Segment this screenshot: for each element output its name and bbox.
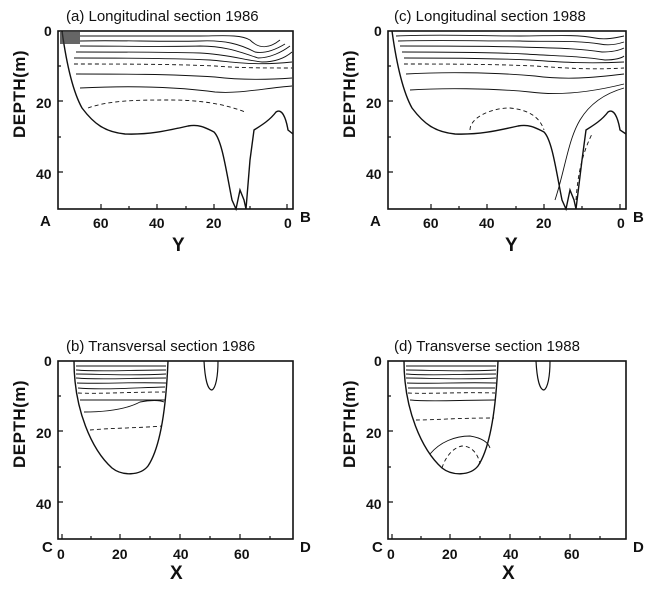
panel-b-title: (b) Transversal section 1986	[66, 338, 256, 355]
panel-c: (c) Longitudinal section 1988 DEPTH(m) 0…	[330, 0, 663, 290]
panel-a-xlabel: Y	[172, 235, 185, 256]
panel-c-ticks	[388, 65, 621, 209]
panel-d-frame	[387, 360, 627, 540]
panel-d-plot	[387, 360, 627, 540]
panel-d-basin	[403, 360, 499, 475]
panel-b-xtick-20: 20	[112, 546, 128, 562]
panel-c-end-left: A	[370, 213, 381, 230]
panel-a-xtick-60: 60	[93, 215, 109, 231]
panel-a-xtick-40: 40	[149, 215, 165, 231]
panel-c-xtick-60: 60	[423, 215, 439, 231]
panel-d-title: (d) Transverse section 1988	[394, 338, 580, 355]
panel-b-plot	[57, 360, 294, 540]
panel-c-title: (c) Longitudinal section 1988	[394, 8, 586, 25]
panel-b-small-channel	[203, 360, 219, 391]
panel-d-xtick-40: 40	[503, 546, 519, 562]
panel-a-frame	[57, 30, 294, 210]
panel-a-end-right: B	[300, 209, 311, 226]
panel-b-ytick-20: 20	[36, 425, 52, 441]
panel-d-xtick-0: 0	[387, 546, 395, 562]
panel-d-xtick-20: 20	[442, 546, 458, 562]
panel-b-ytick-0: 0	[44, 353, 52, 369]
panel-b-end-left: C	[42, 539, 53, 556]
panel-b-xtick-40: 40	[173, 546, 189, 562]
panel-d-small-channel	[535, 360, 551, 391]
panel-a-plot	[57, 30, 294, 212]
panel-b-xtick-60: 60	[234, 546, 250, 562]
panel-c-xlabel: Y	[505, 235, 518, 256]
panel-c-xtick-20: 20	[536, 215, 552, 231]
panel-d-ytick-0: 0	[374, 353, 382, 369]
panel-a-bathymetry	[61, 30, 294, 212]
panel-c-ytick-0: 0	[374, 23, 382, 39]
panel-b-xlabel: X	[170, 563, 183, 584]
panel-c-frame	[387, 30, 627, 210]
panel-c-plot	[387, 30, 627, 212]
panel-d-ticks	[388, 395, 601, 539]
panel-c-ytick-40: 40	[366, 166, 382, 182]
panel-d-isolines	[405, 365, 497, 469]
panel-d-ytick-40: 40	[366, 496, 382, 512]
panel-a-shaded-area	[60, 32, 80, 44]
panel-a-ytick-0: 0	[44, 23, 52, 39]
panel-c-xtick-0: 0	[617, 215, 625, 231]
panel-c-xtick-40: 40	[479, 215, 495, 231]
panel-b-basin	[73, 360, 169, 475]
panel-c-ytick-20: 20	[366, 95, 382, 111]
panel-a: (a) Longitudinal section 1986 DEPTH(m) 0…	[0, 0, 330, 290]
panel-b-xtick-0: 0	[57, 546, 65, 562]
panel-d-xlabel: X	[502, 563, 515, 584]
panel-c-end-right: B	[633, 209, 644, 226]
panel-a-title: (a) Longitudinal section 1986	[66, 8, 259, 25]
panel-a-ytick-40: 40	[36, 166, 52, 182]
panel-a-ticks	[58, 65, 288, 209]
panel-a-end-left: A	[40, 213, 51, 230]
panel-d-xtick-60: 60	[564, 546, 580, 562]
panel-b: (b) Transversal section 1986 DEPTH(m) 0 …	[0, 330, 330, 590]
panel-d-ytick-20: 20	[366, 425, 382, 441]
panel-c-bathymetry	[391, 30, 627, 212]
panel-d-end-right: D	[633, 539, 644, 556]
panel-a-xtick-0: 0	[284, 215, 292, 231]
panel-b-frame	[57, 360, 294, 540]
panel-c-isolines	[395, 34, 625, 201]
panel-a-isolines	[73, 35, 293, 113]
panel-a-ytick-20: 20	[36, 95, 52, 111]
panel-d: (d) Transverse section 1988 DEPTH(m) 0 2…	[330, 330, 663, 590]
panel-b-end-right: D	[300, 539, 311, 556]
panel-d-end-left: C	[372, 539, 383, 556]
panel-b-isolines	[75, 365, 167, 431]
panel-b-ticks	[58, 395, 271, 539]
panel-a-xtick-20: 20	[206, 215, 222, 231]
panel-b-ytick-40: 40	[36, 496, 52, 512]
